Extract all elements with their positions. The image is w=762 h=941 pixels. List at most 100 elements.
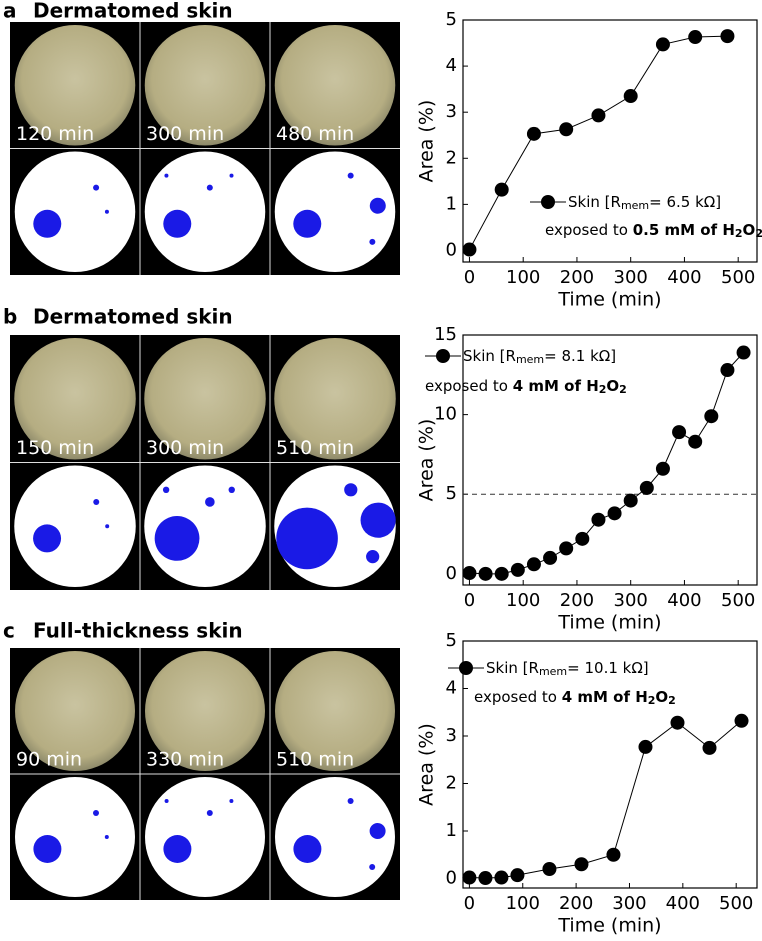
annotation: exposed to 4 mM of H2O2 — [474, 688, 676, 708]
data-point — [510, 562, 525, 577]
blue-stain — [162, 486, 170, 493]
annotation: exposed to 4 mM of H2O2 — [425, 377, 627, 397]
image-time-label: 120 min — [16, 123, 94, 145]
annotation-part: 4 mM of H — [562, 688, 648, 706]
blue-stain — [369, 197, 386, 214]
annotation-part: 2 — [668, 694, 676, 707]
data-point — [607, 506, 622, 521]
skin-image — [144, 25, 266, 146]
y-tick-label: 5 — [446, 483, 457, 504]
data-line — [469, 35, 728, 250]
plot-frame — [462, 640, 758, 889]
annotation-part: 4 mM of H — [513, 377, 599, 395]
mask-image — [15, 777, 135, 897]
y-tick-label: 5 — [446, 9, 457, 30]
blue-stain — [205, 497, 215, 507]
y-tick-label: 10 — [434, 404, 457, 425]
data-point — [688, 434, 703, 449]
y-axis-label: Area (%) — [416, 419, 438, 502]
data-point — [462, 566, 477, 581]
x-tick-label: 500 — [721, 267, 755, 288]
x-axis-label: Time (min) — [557, 915, 661, 937]
data-point — [623, 89, 638, 104]
x-tick-label: 100 — [506, 267, 540, 288]
blue-stain — [347, 798, 354, 804]
annotation-part: O — [743, 221, 756, 239]
mask-image — [144, 151, 266, 272]
data-line — [469, 720, 742, 879]
legend-marker — [459, 661, 473, 675]
data-point — [702, 740, 717, 755]
x-tick-label: 100 — [506, 590, 540, 611]
y-tick-label: 3 — [446, 101, 457, 122]
x-tick-label: 200 — [559, 893, 593, 914]
y-tick-label: 4 — [446, 678, 457, 699]
data-point — [734, 713, 749, 728]
blue-stain — [276, 507, 338, 570]
skin-image — [14, 25, 136, 146]
blue-stain — [163, 209, 192, 238]
legend-text: Skin [Rmem= 6.5 kΩ] — [568, 193, 721, 213]
blue-stain — [206, 810, 213, 816]
blue-stain — [33, 524, 62, 553]
mask-image — [274, 151, 396, 272]
blue-stain — [366, 550, 380, 564]
annotation-part: 2 — [619, 383, 627, 396]
x-tick-label: 300 — [614, 590, 648, 611]
legend-part: Skin [R — [486, 659, 539, 677]
skin-image — [145, 651, 265, 771]
y-tick-label: 0 — [446, 239, 457, 260]
data-point — [494, 182, 509, 197]
data-point — [655, 37, 670, 52]
mask-image — [14, 151, 136, 272]
data-point — [672, 425, 687, 440]
blue-stain — [228, 486, 235, 493]
legend-part: mem — [516, 353, 544, 366]
image-time-label: 150 min — [16, 437, 94, 459]
y-tick-label: 0 — [446, 868, 457, 889]
data-point — [639, 480, 654, 495]
skin-image — [274, 25, 396, 146]
annotation-part: 0.5 mM of H — [633, 221, 735, 239]
annotation: exposed to 0.5 mM of H2O2 — [545, 221, 762, 241]
image-time-label: 300 min — [146, 437, 224, 459]
legend-text: Skin [Rmem= 10.1 kΩ] — [486, 659, 649, 679]
x-tick-label: 200 — [560, 590, 594, 611]
data-point — [462, 870, 477, 885]
data-point — [542, 862, 557, 876]
x-axis-label: Time (min) — [557, 612, 661, 634]
data-point — [494, 870, 509, 885]
skin-image — [275, 651, 395, 771]
blue-stain — [293, 209, 322, 238]
legend-text: Skin [Rmem= 8.1 kΩ] — [463, 347, 616, 367]
data-point — [736, 345, 751, 360]
data-point — [575, 531, 590, 546]
image-time-label: 300 min — [146, 123, 224, 145]
panel-title: Dermatomed skin — [33, 305, 233, 329]
data-point — [478, 566, 493, 581]
legend-part: = 8.1 kΩ] — [544, 347, 616, 365]
image-time-label: 510 min — [276, 437, 354, 459]
blue-stain — [229, 799, 234, 803]
blue-stain — [105, 524, 110, 529]
mask-image — [14, 465, 136, 587]
data-point — [510, 868, 525, 883]
blue-stain — [164, 173, 169, 178]
x-tick-label: 100 — [506, 893, 540, 914]
annotation-part: O — [606, 377, 619, 395]
x-axis-label: Time (min) — [557, 289, 661, 311]
data-point — [720, 29, 735, 44]
legend-part: mem — [621, 199, 649, 212]
data-point — [720, 363, 735, 378]
x-tick-label: 0 — [464, 267, 475, 288]
y-tick-label: 2 — [446, 147, 457, 168]
data-point — [688, 30, 703, 45]
annotation-part: exposed to — [474, 688, 562, 706]
annotation-part: exposed to — [425, 377, 513, 395]
mask-image — [275, 777, 395, 897]
plot-frame — [462, 334, 758, 586]
y-tick-label: 4 — [446, 55, 457, 76]
annotation-part: 2 — [755, 227, 762, 240]
data-point — [704, 409, 719, 424]
